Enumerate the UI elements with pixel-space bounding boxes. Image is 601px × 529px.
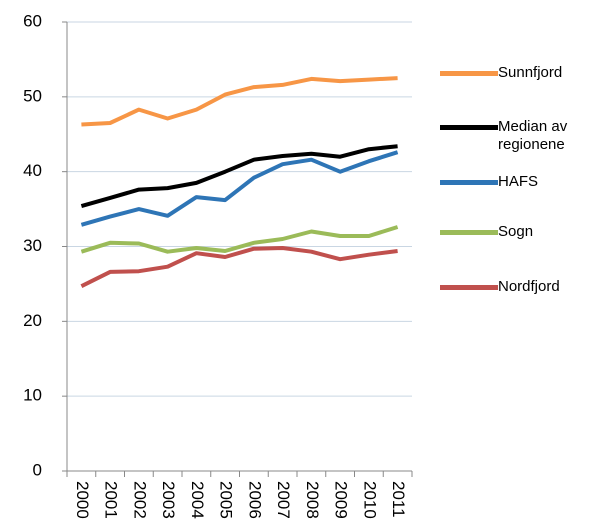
- y-tick-label: 20: [23, 311, 42, 330]
- y-tick-label: 30: [23, 236, 42, 255]
- x-tick-label: 2001: [102, 481, 121, 519]
- x-tick-label: 2003: [159, 481, 178, 519]
- legend-swatch: [440, 180, 498, 185]
- legend-item: Median av regionene: [440, 118, 600, 154]
- x-tick-label: 2011: [389, 481, 408, 518]
- legend-item: Sunnfjord: [440, 64, 600, 82]
- x-tick-label: 2006: [245, 481, 264, 519]
- x-tick-label: 2000: [73, 481, 92, 519]
- y-tick-label: 60: [23, 11, 42, 30]
- series-line: [80, 246, 398, 288]
- x-tick-label: 2008: [303, 481, 322, 519]
- legend-swatch: [440, 71, 498, 76]
- legend-label: Median av regionene: [498, 118, 568, 153]
- legend-swatch: [440, 285, 498, 290]
- legend-item: Sogn: [440, 223, 600, 241]
- series-line: [80, 144, 398, 209]
- legend-label: HAFS: [498, 173, 539, 190]
- y-tick-label: 50: [23, 86, 42, 105]
- x-tick-label: 2007: [274, 481, 293, 519]
- series-line: [80, 225, 399, 254]
- x-tick-label: 2004: [188, 481, 207, 519]
- legend-label: Sunnfjord: [498, 64, 563, 81]
- legend-swatch: [440, 125, 498, 130]
- legend-item: Nordfjord: [440, 278, 600, 296]
- y-tick-label: 40: [23, 161, 42, 180]
- legend-label: Nordfjord: [498, 278, 560, 295]
- x-tick-label: 2009: [332, 481, 351, 519]
- legend-swatch: [440, 230, 498, 235]
- series-line: [81, 76, 398, 127]
- y-tick-label: 0: [33, 460, 42, 479]
- series-line: [80, 150, 399, 227]
- x-tick-label: 2010: [360, 481, 379, 519]
- legend-item: HAFS: [440, 173, 600, 191]
- y-tick-label: 10: [23, 386, 42, 405]
- x-tick-label: 2005: [217, 481, 236, 519]
- legend-label: Sogn: [498, 223, 534, 240]
- x-tick-label: 2002: [130, 481, 149, 519]
